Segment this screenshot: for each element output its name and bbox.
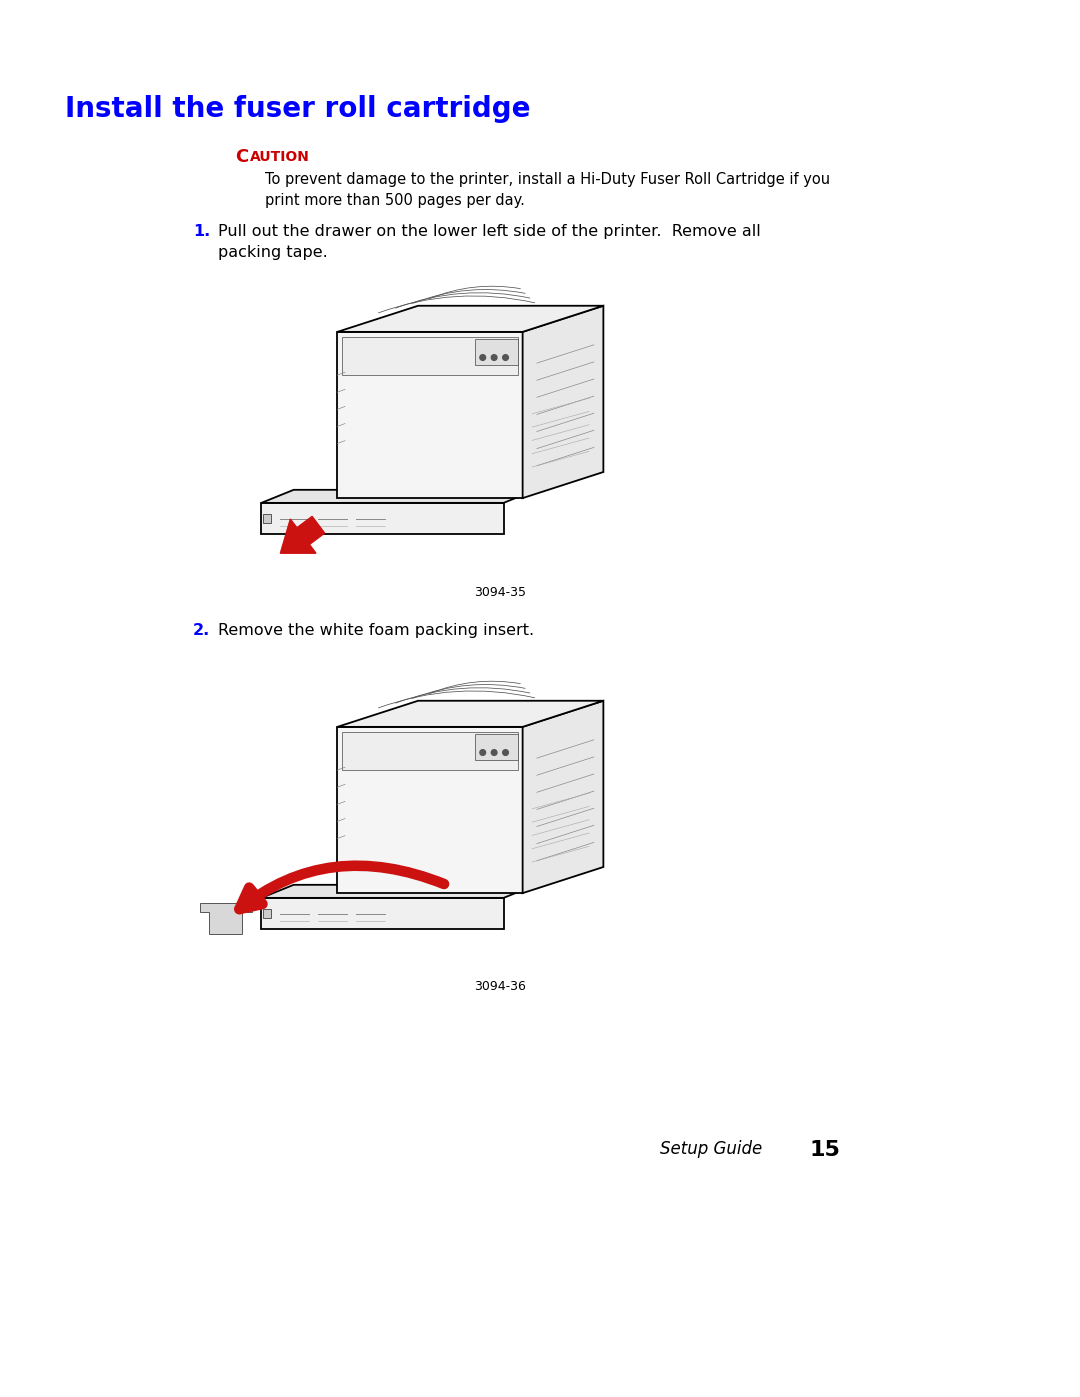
Text: 15: 15 xyxy=(810,1140,841,1160)
Text: To prevent damage to the printer, install a Hi-Duty Fuser Roll Cartridge if you
: To prevent damage to the printer, instal… xyxy=(265,172,831,208)
Polygon shape xyxy=(342,337,518,374)
Polygon shape xyxy=(200,904,252,935)
Polygon shape xyxy=(475,338,518,365)
Circle shape xyxy=(502,355,509,360)
Text: C: C xyxy=(235,148,248,166)
Polygon shape xyxy=(261,884,536,898)
Text: AUTION: AUTION xyxy=(249,149,310,163)
Text: 3094-35: 3094-35 xyxy=(474,585,526,599)
Polygon shape xyxy=(261,490,536,503)
Polygon shape xyxy=(523,306,604,499)
Circle shape xyxy=(480,355,486,360)
FancyArrow shape xyxy=(281,517,325,553)
Text: Remove the white foam packing insert.: Remove the white foam packing insert. xyxy=(218,623,535,638)
Polygon shape xyxy=(261,503,503,534)
Polygon shape xyxy=(261,898,503,929)
Polygon shape xyxy=(264,514,271,524)
Text: Install the fuser roll cartridge: Install the fuser roll cartridge xyxy=(65,95,530,123)
Polygon shape xyxy=(337,306,604,332)
FancyArrowPatch shape xyxy=(240,866,444,909)
Text: 1.: 1. xyxy=(193,224,211,239)
Text: Setup Guide: Setup Guide xyxy=(660,1140,762,1158)
Polygon shape xyxy=(337,726,523,893)
Circle shape xyxy=(480,750,486,756)
Polygon shape xyxy=(264,909,271,918)
Polygon shape xyxy=(337,332,523,499)
Text: 2.: 2. xyxy=(193,623,211,638)
Polygon shape xyxy=(523,701,604,893)
Circle shape xyxy=(502,750,509,756)
Circle shape xyxy=(491,750,497,756)
Text: Pull out the drawer on the lower left side of the printer.  Remove all
packing t: Pull out the drawer on the lower left si… xyxy=(218,224,760,260)
Polygon shape xyxy=(475,733,518,760)
Circle shape xyxy=(491,355,497,360)
Polygon shape xyxy=(337,701,604,726)
Polygon shape xyxy=(342,732,518,770)
Text: 3094-36: 3094-36 xyxy=(474,981,526,993)
